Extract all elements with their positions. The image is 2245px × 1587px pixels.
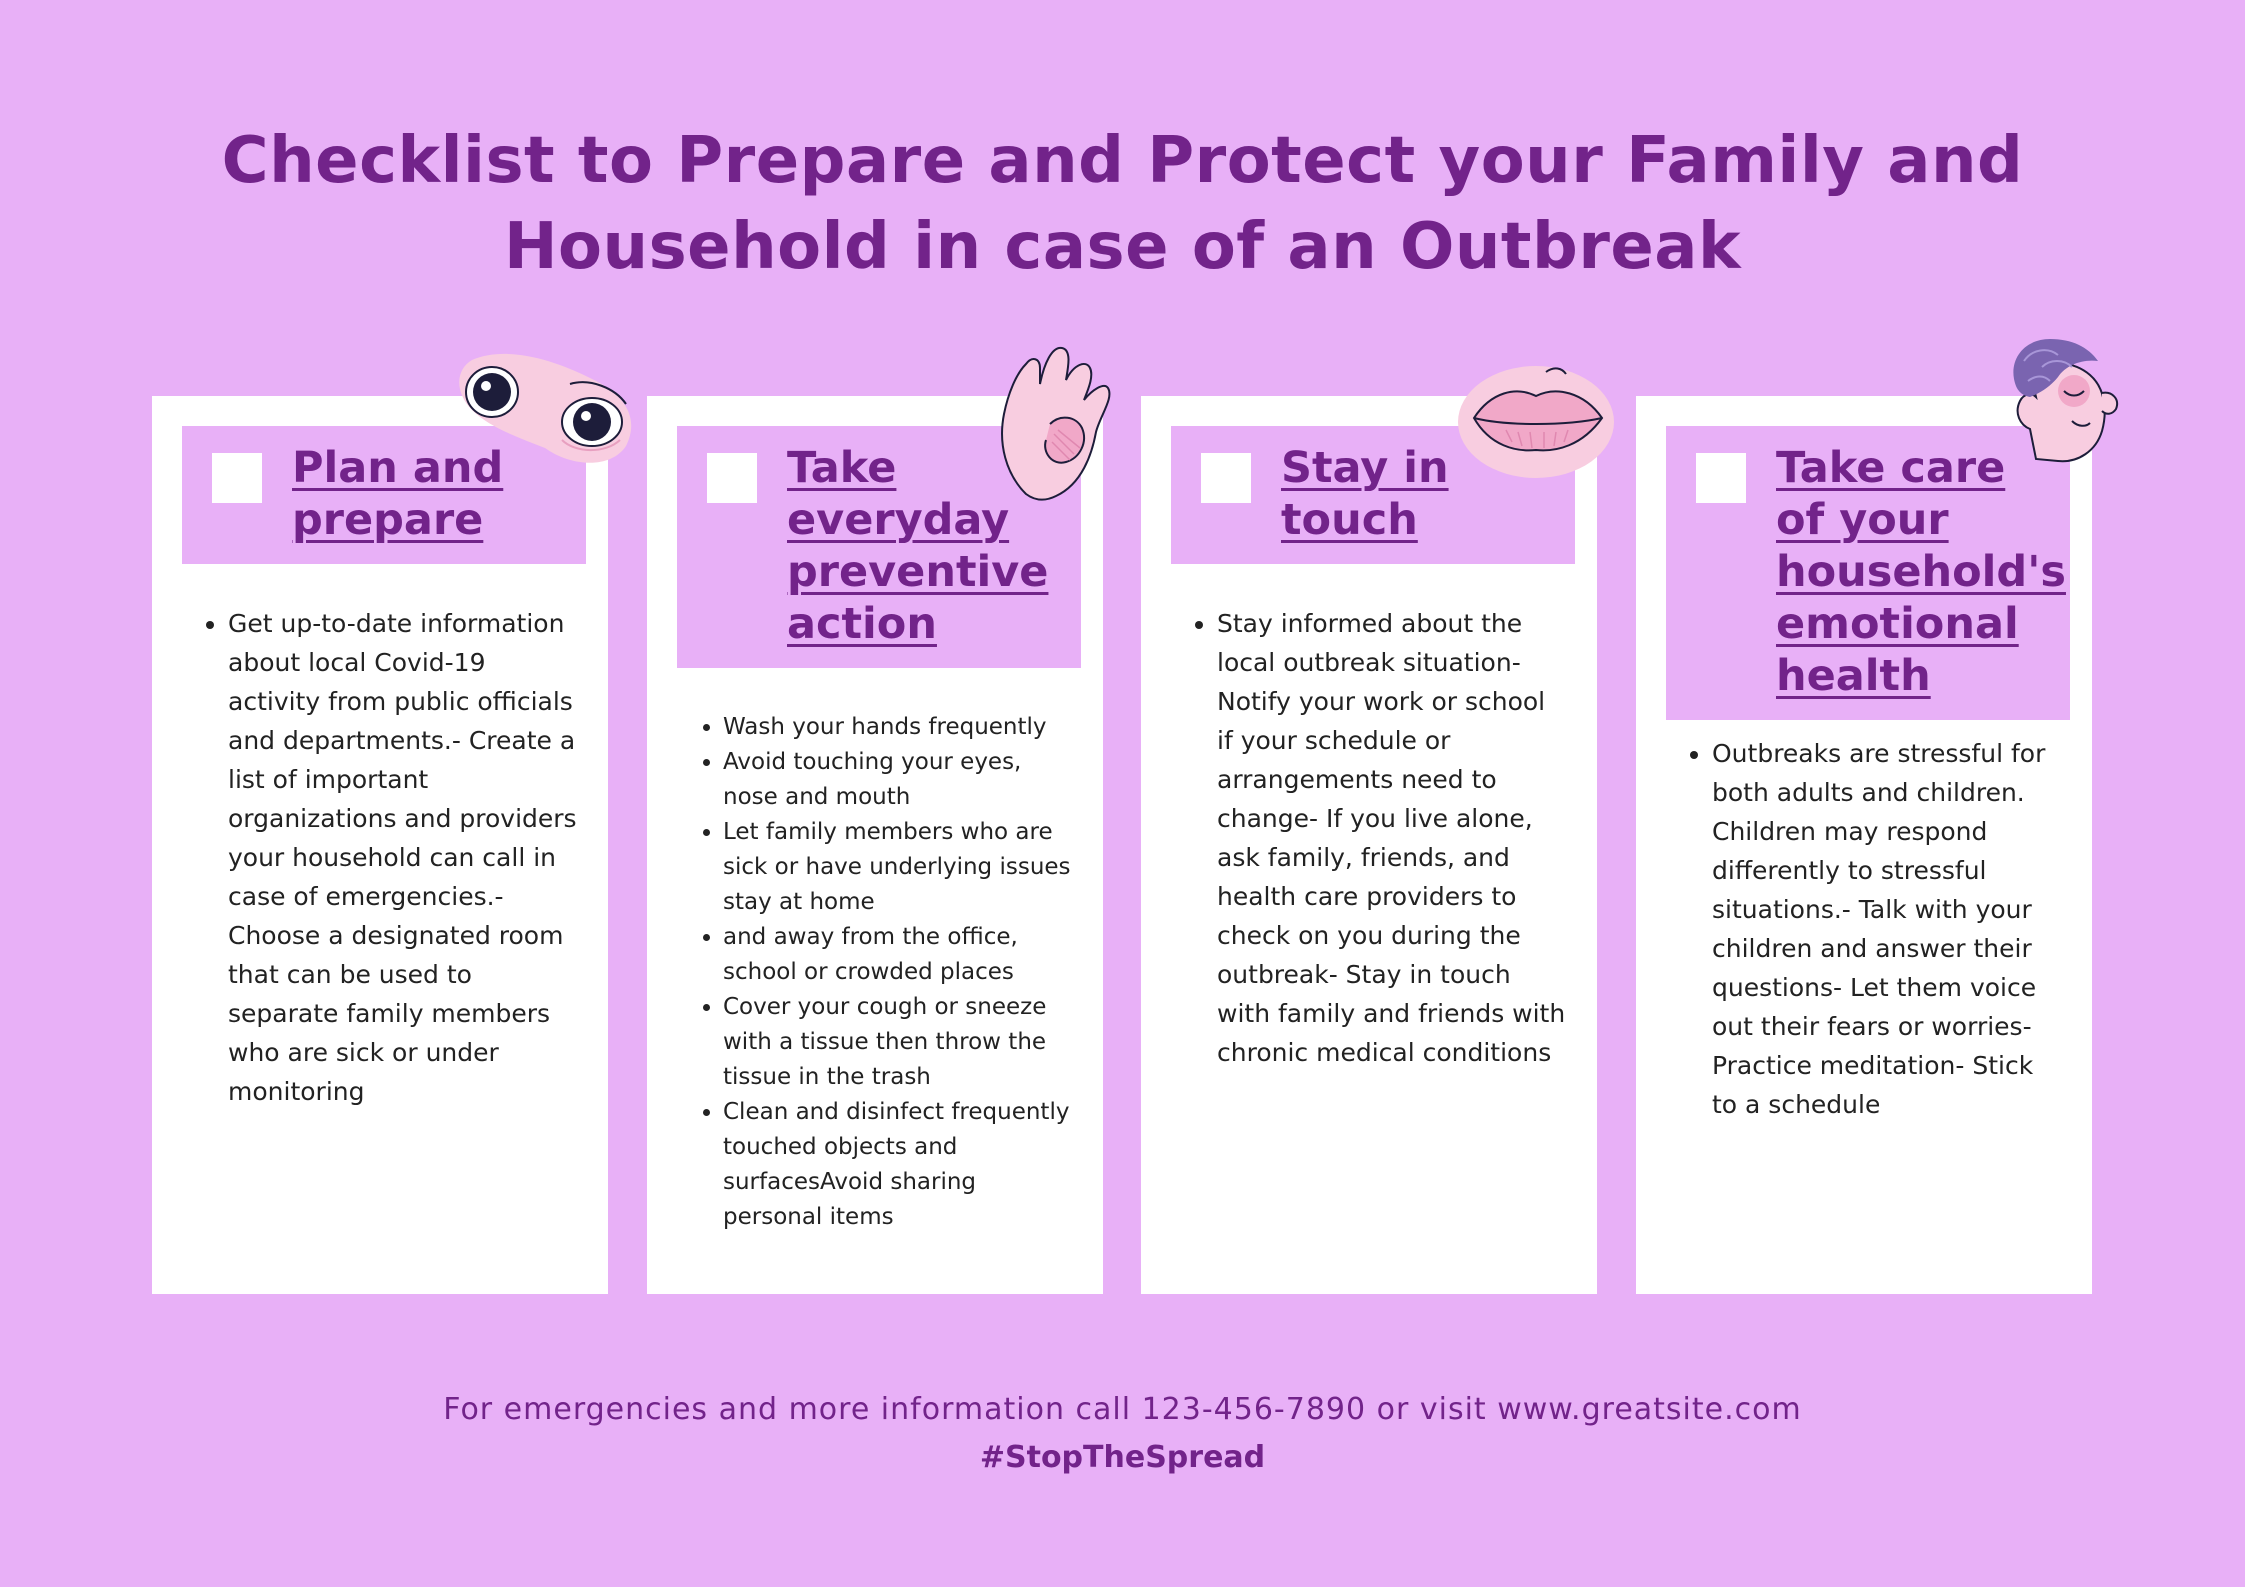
- card-take-everyday-preventive-action: Take everyday preventive action Wash you…: [647, 396, 1103, 1294]
- list-item: Clean and disinfect frequently touched o…: [723, 1095, 1073, 1235]
- list-item: Stay informed about the local outbreak s…: [1217, 604, 1567, 1072]
- list-item: Outbreaks are stressful for both adults …: [1712, 734, 2062, 1124]
- list-item: Cover your cough or sneeze with a tissue…: [723, 990, 1073, 1095]
- checkbox[interactable]: [1696, 453, 1746, 503]
- footer-contact-info: For emergencies and more information cal…: [443, 1392, 1802, 1427]
- bullet-list: Outbreaks are stressful for both adults …: [1686, 734, 2062, 1124]
- list-item: Avoid touching your eyes, nose and mouth: [723, 745, 1073, 815]
- card-header: Take everyday preventive action: [677, 426, 1081, 668]
- card-plan-and-prepare: Plan and prepare Get up-to-date informat…: [152, 396, 608, 1294]
- checkbox[interactable]: [212, 453, 262, 503]
- list-item: Let family members who are sick or have …: [723, 815, 1073, 920]
- page-title: Checklist to Prepare and Protect your Fa…: [0, 118, 2245, 290]
- page-title-line-2: Household in case of an Outbreak: [503, 210, 1742, 284]
- checkbox[interactable]: [707, 453, 757, 503]
- checkbox[interactable]: [1201, 453, 1251, 503]
- card-stay-in-touch: Stay in touch Stay informed about the lo…: [1141, 396, 1597, 1294]
- card-title: Take everyday preventive action: [787, 443, 1049, 649]
- list-item: and away from the office, school or crow…: [723, 920, 1073, 990]
- bullet-list: Wash your hands frequently Avoid touchin…: [697, 710, 1073, 1235]
- bullet-list: Get up-to-date information about local C…: [202, 604, 578, 1111]
- bullet-list: Stay informed about the local outbreak s…: [1191, 604, 1567, 1072]
- card-emotional-health: Take care of your household's emotional …: [1636, 396, 2092, 1294]
- card-header: Take care of your household's emotional …: [1666, 426, 2070, 720]
- card-title: Take care of your household's emotional …: [1776, 443, 2066, 701]
- eyes-icon: [459, 353, 632, 463]
- list-item: Wash your hands frequently: [723, 710, 1073, 745]
- card-body: Outbreaks are stressful for both adults …: [1686, 734, 2062, 1124]
- hand-icon: [1001, 346, 1111, 501]
- page-title-line-1: Checklist to Prepare and Protect your Fa…: [221, 124, 2024, 198]
- card-body: Stay informed about the local outbreak s…: [1191, 604, 1567, 1072]
- card-title: Plan and prepare: [292, 443, 504, 545]
- footer-hashtag: #StopTheSpread: [979, 1440, 1266, 1475]
- card-body: Wash your hands frequently Avoid touchin…: [697, 710, 1073, 1235]
- lips-icon: [1458, 366, 1614, 478]
- card-title: Stay in touch: [1281, 443, 1449, 545]
- face-icon: [2013, 339, 2118, 463]
- card-body: Get up-to-date information about local C…: [202, 604, 578, 1111]
- card-header: Plan and prepare: [182, 426, 586, 564]
- list-item: Get up-to-date information about local C…: [228, 604, 578, 1111]
